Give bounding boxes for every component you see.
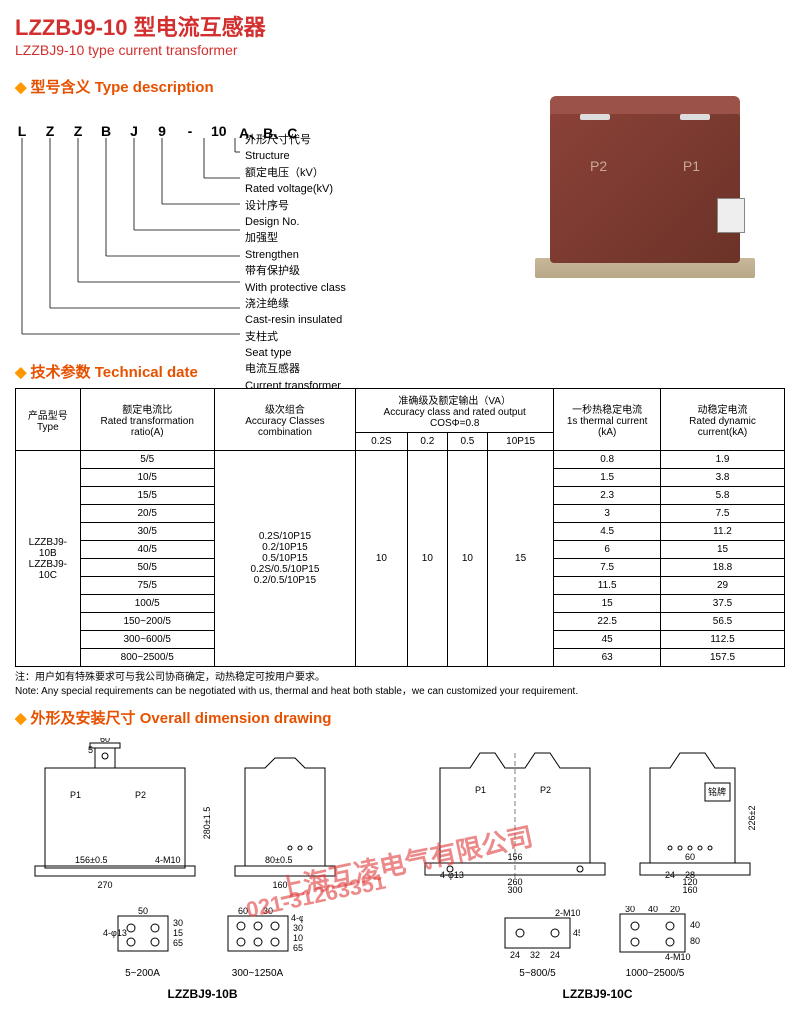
svg-text:156±0.5: 156±0.5 [75,855,107,865]
svg-text:P2: P2 [540,785,551,795]
svg-text:156: 156 [507,852,522,862]
svg-text:60: 60 [237,906,247,916]
svg-text:60: 60 [100,738,110,744]
svg-text:4-φ13: 4-φ13 [103,928,127,938]
svg-text:4-M10: 4-M10 [155,855,181,865]
svg-text:24: 24 [550,950,560,960]
dim-10c-term2: 30 40 20 40 80 4-M10 [610,906,700,961]
svg-text:40: 40 [690,920,700,930]
svg-text:65: 65 [173,938,183,948]
svg-text:226±2: 226±2 [747,806,757,831]
main-title-en: LZZBJ9-10 type current transformer [15,42,785,58]
svg-text:50: 50 [137,906,147,916]
svg-text:30: 30 [625,906,635,914]
section-dimensions: ◆外形及安装尺寸 Overall dimension drawing [15,707,785,728]
section-technical: ◆技术参数 Technical date [15,361,785,382]
section-type-description: ◆型号含义 Type description [15,76,505,97]
svg-text:4-M10: 4-M10 [665,952,691,961]
svg-text:20: 20 [670,906,680,914]
svg-text:32: 32 [530,950,540,960]
svg-text:24: 24 [665,870,675,880]
svg-text:65: 65 [293,943,303,953]
svg-text:260: 260 [507,877,522,887]
svg-text:2-M10: 2-M10 [555,908,580,918]
svg-text:30: 30 [262,906,272,916]
svg-text:280±1.5: 280±1.5 [202,807,212,839]
svg-text:24: 24 [510,950,520,960]
svg-text:P1: P1 [70,790,81,800]
dim-10c-front: P1 P2 300 260 156 4-φ13 [410,738,620,898]
dimension-drawings: P1 P2 270 156±0.5 4-M10 280±1.5 60 5 160 [15,738,785,1001]
svg-text:铭牌: 铭牌 [708,786,726,797]
dim-10b-term1: 50 4-φ13 30 15 65 [103,906,183,961]
dim-10c-term1: 2-M10 45 24 32 24 [495,906,580,961]
dim-10b-side: 160 80±0.5 [225,738,345,898]
technical-table: 产品型号Type 额定电流比Rated transformation ratio… [15,388,785,667]
svg-text:45: 45 [573,928,580,938]
svg-text:P2: P2 [135,790,146,800]
svg-text:40: 40 [648,906,658,914]
svg-text:30: 30 [173,918,183,928]
svg-text:4-φ13: 4-φ13 [291,913,303,923]
dim-10b-term2: 60 30 4-φ13 30 10 65 [213,906,303,961]
note-block: 注：用户如有特殊要求可与我公司协商确定，动热稳定可按用户要求。 Note: An… [15,671,785,699]
type-description-diagram: LZZBJ9-10A、B、C 外形尺寸代号Structu [15,103,505,353]
svg-text:10: 10 [293,933,303,943]
dim-10b-front: P1 P2 270 156±0.5 4-M10 280±1.5 60 5 [15,738,215,898]
svg-text:160: 160 [272,880,287,890]
svg-text:4-φ13: 4-φ13 [440,870,464,880]
product-image: P1 P2 [515,68,785,308]
svg-text:P1: P1 [475,785,486,795]
svg-text:30: 30 [293,923,303,933]
dim-10c-side: 铭牌 160 120 60 226±2 24 28 [630,738,760,898]
svg-text:80: 80 [690,936,700,946]
svg-text:5: 5 [88,745,93,755]
svg-text:60: 60 [685,852,695,862]
svg-text:28: 28 [685,870,695,880]
svg-text:270: 270 [97,880,112,890]
svg-text:80±0.5: 80±0.5 [265,855,292,865]
main-title-cn: LZZBJ9-10 型电流互感器 [15,10,785,42]
svg-text:15: 15 [173,928,183,938]
